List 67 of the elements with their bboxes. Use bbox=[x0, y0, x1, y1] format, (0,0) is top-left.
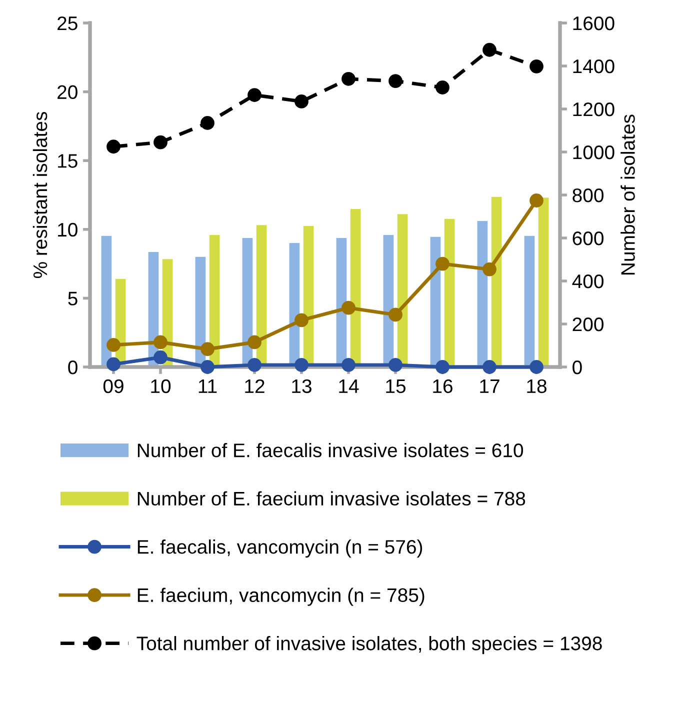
y-tick-label: 15 bbox=[58, 154, 78, 168]
bar bbox=[477, 221, 488, 367]
x-tick-label: 18 bbox=[527, 379, 546, 394]
y2-tick-label: 200 bbox=[572, 317, 604, 332]
x-tick-label: 15 bbox=[386, 380, 406, 394]
point bbox=[154, 335, 168, 350]
point bbox=[106, 338, 120, 352]
legend-label: Total number of invasive isolates, both species = 1398 bbox=[136, 636, 602, 654]
y2-tick-label: 600 bbox=[572, 231, 604, 246]
point bbox=[200, 342, 214, 356]
x-tick-label: 10 bbox=[151, 379, 171, 394]
x-tick-label: 13 bbox=[292, 379, 312, 394]
point bbox=[436, 360, 450, 374]
x-tick-label: 14 bbox=[339, 380, 359, 393]
point bbox=[436, 80, 450, 94]
y2-tick-label: 0 bbox=[572, 360, 582, 374]
point bbox=[248, 358, 262, 372]
point bbox=[482, 42, 496, 57]
point bbox=[530, 59, 544, 74]
x-tick-label: 12 bbox=[245, 379, 264, 393]
y-tick-label: 25 bbox=[58, 16, 78, 30]
x-tick-label: 17 bbox=[480, 380, 500, 393]
point bbox=[106, 357, 120, 372]
point bbox=[530, 360, 544, 374]
point bbox=[294, 94, 308, 108]
y2-tick-label: 1000 bbox=[573, 145, 614, 160]
y-tick-label: 0 bbox=[68, 360, 78, 374]
point bbox=[200, 116, 214, 130]
bar bbox=[444, 218, 455, 367]
point bbox=[342, 300, 356, 315]
y2-tick-label: 1600 bbox=[573, 16, 614, 30]
point bbox=[342, 358, 356, 372]
point bbox=[482, 262, 496, 276]
bar bbox=[524, 236, 535, 367]
legend-label: E. faecium, vancomycin (n = 785) bbox=[138, 588, 424, 606]
legend-label: E. faecalis, vancomycin (n = 576) bbox=[138, 540, 422, 558]
y-tick-label: 10 bbox=[58, 222, 78, 237]
y2-tick-label: 1200 bbox=[573, 102, 614, 116]
y-tick-label: 5 bbox=[68, 292, 78, 306]
y-axis-title: % resistant isolates bbox=[32, 112, 48, 278]
y2-tick-label: 1400 bbox=[573, 59, 614, 74]
legend-label: Number of E. faecalis invasive isolates = 610 bbox=[138, 442, 524, 458]
y-tick-label: 20 bbox=[58, 85, 78, 100]
bar bbox=[538, 198, 549, 367]
point bbox=[530, 194, 544, 208]
point bbox=[388, 308, 402, 322]
point bbox=[200, 360, 214, 374]
y2-tick-label: 800 bbox=[572, 188, 604, 202]
point bbox=[388, 74, 402, 88]
point bbox=[294, 313, 308, 328]
y2-axis-title: Number of isolates bbox=[620, 114, 635, 274]
point bbox=[248, 335, 262, 350]
point bbox=[294, 358, 308, 372]
point bbox=[154, 135, 168, 150]
y2-tick-label: 400 bbox=[572, 274, 604, 288]
legend-label: Number of E. faecium invasive isolates = 788 bbox=[138, 491, 526, 506]
bar bbox=[101, 236, 112, 367]
point bbox=[482, 360, 496, 374]
point bbox=[154, 350, 168, 364]
point bbox=[388, 358, 402, 372]
x-tick-label: 11 bbox=[198, 380, 217, 393]
point bbox=[342, 72, 356, 86]
point bbox=[106, 140, 120, 154]
point bbox=[436, 256, 450, 271]
x-tick-label: 09 bbox=[103, 379, 124, 394]
point bbox=[248, 88, 262, 102]
x-tick-label: 16 bbox=[433, 379, 452, 394]
